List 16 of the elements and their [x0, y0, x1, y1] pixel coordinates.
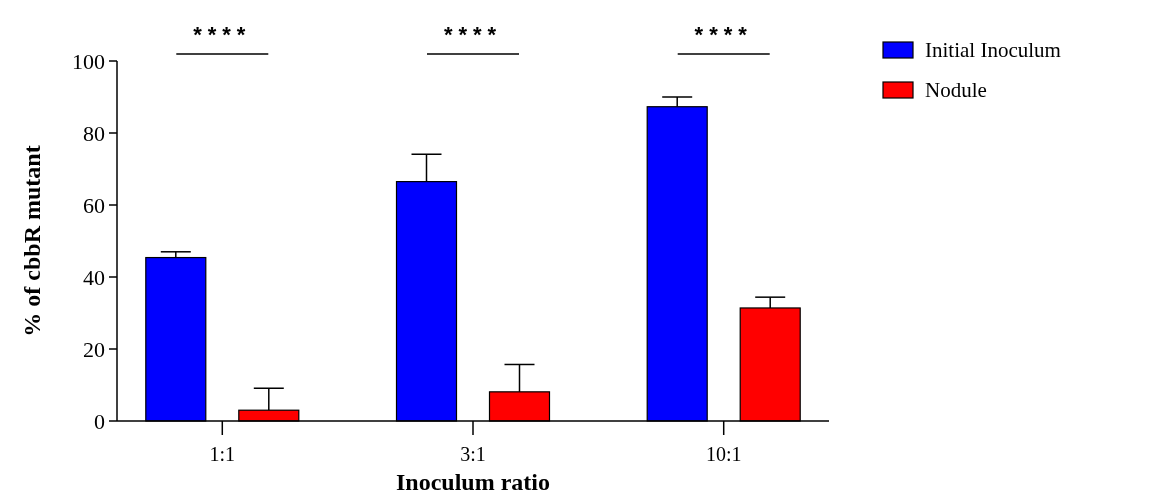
- y-tick-label: 0: [94, 408, 105, 434]
- legend-label: Nodule: [925, 78, 987, 103]
- y-tick-label: 20: [83, 336, 105, 362]
- x-tick-label: 1:1: [209, 443, 236, 465]
- y-axis-title: % of cbbR mutant: [19, 145, 45, 337]
- x-tick-label: 3:1: [460, 443, 486, 465]
- y-tick-label: 60: [83, 192, 105, 218]
- y-tick-label: 80: [83, 120, 105, 146]
- x-tick-label: 10:1: [705, 443, 742, 465]
- text: ****: [694, 22, 753, 47]
- x-axis-title: Inoculum ratio: [395, 469, 551, 495]
- y-tick-label: 40: [83, 264, 105, 290]
- legend-label: Initial Inoculum: [925, 38, 1061, 63]
- text: ****: [443, 22, 503, 47]
- y-tick-label: 100: [72, 48, 105, 74]
- text: ****: [193, 22, 252, 47]
